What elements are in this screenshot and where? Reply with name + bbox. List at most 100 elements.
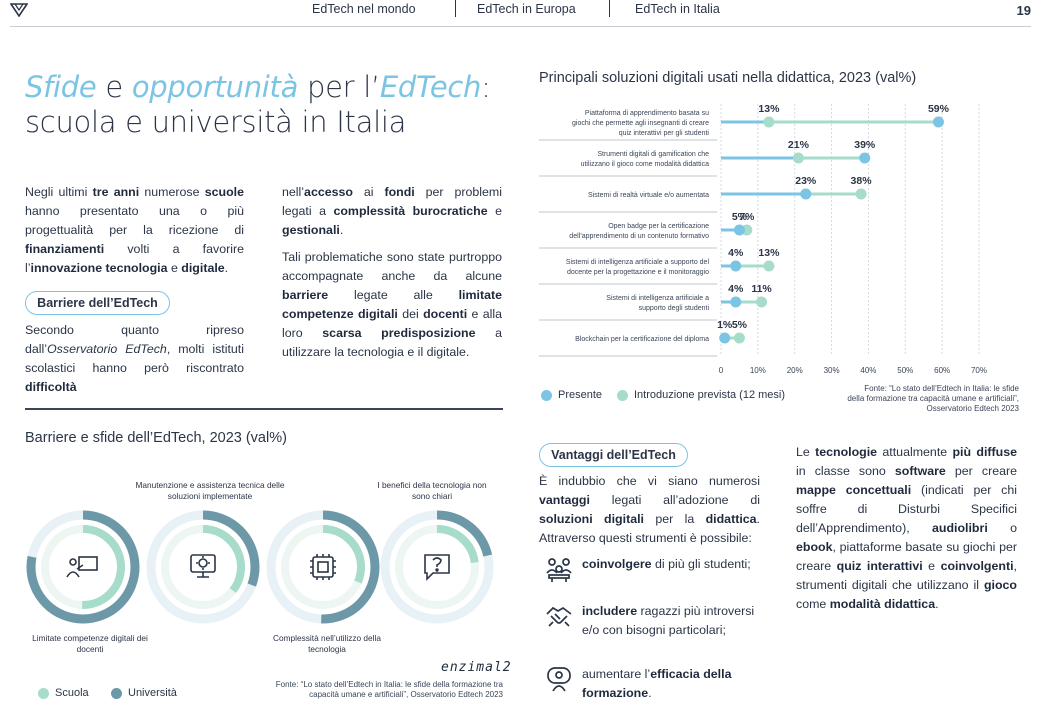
ring-complexity [266,510,380,624]
teacher-board-icon [66,556,98,578]
bullet-text: aumentare l’efficacia della formazione. [582,667,732,700]
x-tick-label: 0 [719,366,724,375]
point-introduzione [763,260,775,272]
point-introduzione [855,188,867,200]
legend-dot [38,687,49,699]
intro-paragraph-3: nell’accesso ai fondi per problemi legat… [282,185,502,237]
nav-edtech-italia[interactable]: EdTech in Italia [635,2,720,16]
ring-label-skills: Limitate competenze digitali dei docenti [32,633,148,654]
data-label-presente: 5% [732,211,748,223]
point-introduzione [792,152,804,164]
ring-benefits [380,510,494,624]
advantages-pill: Vantaggi dell’EdTech [539,443,688,467]
barriers-chart-title: Barriere e sfide dell’EdTech, 2023 (val%… [25,430,287,446]
data-label-introduzione: 13% [758,247,780,259]
cpu-chip-icon [310,554,336,580]
training-screen-icon [547,667,571,692]
title-word: Sfide [25,70,97,104]
x-tick-label: 70% [971,366,987,375]
legend-label: Presente [558,389,603,401]
nav-separator [609,0,610,17]
barriers-pill: Barriere dell’EdTech [25,291,170,315]
ring-label-maintenance: Manutenzione e assistenza tecnica delle … [135,480,285,501]
point-presente [719,332,731,344]
point-introduzione [756,296,768,308]
nav-edtech-europa[interactable]: EdTech in Europa [477,2,576,16]
x-tick-label: 20% [787,366,803,375]
bullet-aumentare: aumentare l’efficacia della formazione. [545,665,762,703]
advantages-intro: È indubbio che vi siano numerosi vantagg… [539,474,760,545]
legend-introduzione: Introduzione prevista (12 mesi) [617,389,785,401]
point-presente [733,224,745,236]
category-label: Piattaforma di apprendimento basata su gi… [572,110,709,137]
ring-label-complexity: Complessità nell’utilizzo della tecnolog… [273,633,381,654]
data-label-presente: 23% [795,175,817,187]
category-label: Sistemi di realtà virtuale e/o aumentata [588,192,709,199]
data-label-introduzione: 21% [788,139,810,151]
data-label-introduzione: 11% [751,283,772,295]
data-label-presente: 4% [728,283,744,295]
category-label: Blockchain per la certificazione del dip… [575,336,709,343]
data-label-introduzione: 13% [758,103,780,115]
point-presente [859,152,871,164]
ring-label-benefits: I benefici della tecnologia non sono chi… [377,480,487,501]
ring-maintenance [146,510,260,624]
legend-presente: Presente [541,389,602,401]
legend-label: Università [128,687,177,699]
bullet-text: includere ragazzi più introversi e/o con… [582,604,755,637]
point-presente [800,188,812,200]
question-bubble-icon [424,554,450,581]
legend-label: Introduzione prevista (12 mesi) [634,389,786,401]
category-label: Open badge per la certificazione dell’app… [569,223,709,240]
legend-label: Scuola [55,687,89,699]
solutions-chart-title: Principali soluzioni digitali usati nell… [539,70,917,86]
legend-dot [541,389,552,401]
intro-paragraph-2: Secondo quanto ripreso dall’Osservatorio… [25,323,244,394]
point-presente [730,296,742,308]
data-label-presente: 39% [854,139,876,151]
x-tick-label: 50% [897,366,913,375]
bullet-text: coinvolgere di più gli studenti; [582,557,751,571]
category-label: Strumenti digitali di gamification che ut… [581,151,710,168]
barriers-source: Fonte: “Lo stato dell’Edtech in Italia: … [275,680,503,699]
students-group-icon [546,558,572,582]
data-label-introduzione: 5% [732,319,748,331]
point-presente [932,116,944,128]
intro-paragraph-4: Tali problematiche sono state purtroppo … [282,250,503,359]
data-label-presente: 59% [928,103,950,115]
data-label-introduzione: 38% [851,175,873,187]
advantages-side-text: Le tecnologie attualmente più diffuse in… [796,445,1018,611]
x-tick-label: 60% [934,366,950,375]
solutions-source: Fonte: “Lo stato dell’Edtech in Italia: … [847,384,1019,413]
title-word: per l’ [298,70,380,104]
header-divider [10,26,1031,27]
data-label-introduzione: 7% [739,211,755,223]
page-number: 19 [1016,3,1031,18]
legend-universita: Università [111,687,177,699]
logo-icon [10,3,28,17]
ring-skills [26,510,140,624]
title-word: e [96,70,132,104]
legend-scuola: Scuola [38,687,89,699]
section-divider [25,408,503,410]
x-tick-label: 40% [860,366,876,375]
category-label: Sistemi di intelligenza artificiale a su… [566,259,710,276]
point-presente [730,260,742,272]
legend-dot [617,389,628,401]
nav-edtech-mondo[interactable]: EdTech nel mondo [312,2,416,16]
legend-dot [111,687,122,699]
solutions-dot-chart: 0 10% 20% 30% 40% 50% 60% 70% Piattaforma di app… [539,103,987,375]
x-tick-label: 30% [824,366,840,375]
title-word: : [481,70,491,104]
data-label-presente: 1% [717,319,733,331]
page-title: Sfide e opportunità per l’EdTech: scuola… [25,70,491,140]
nav-separator [455,0,456,17]
title-word: EdTech [379,70,482,104]
category-label: Sistemi di intelligenza artificiale a sup… [606,295,709,312]
barriers-rings-chart [26,510,494,624]
intro-paragraph-1: Negli ultimi tre anni numerose scuole ha… [25,185,244,275]
bullet-includere: includere ragazzi più introversi e/o con… [545,602,762,640]
bullet-coinvolgere: coinvolgere di più gli studenti; [545,555,762,583]
handshake-icon [546,606,572,627]
point-introduzione [763,116,775,128]
